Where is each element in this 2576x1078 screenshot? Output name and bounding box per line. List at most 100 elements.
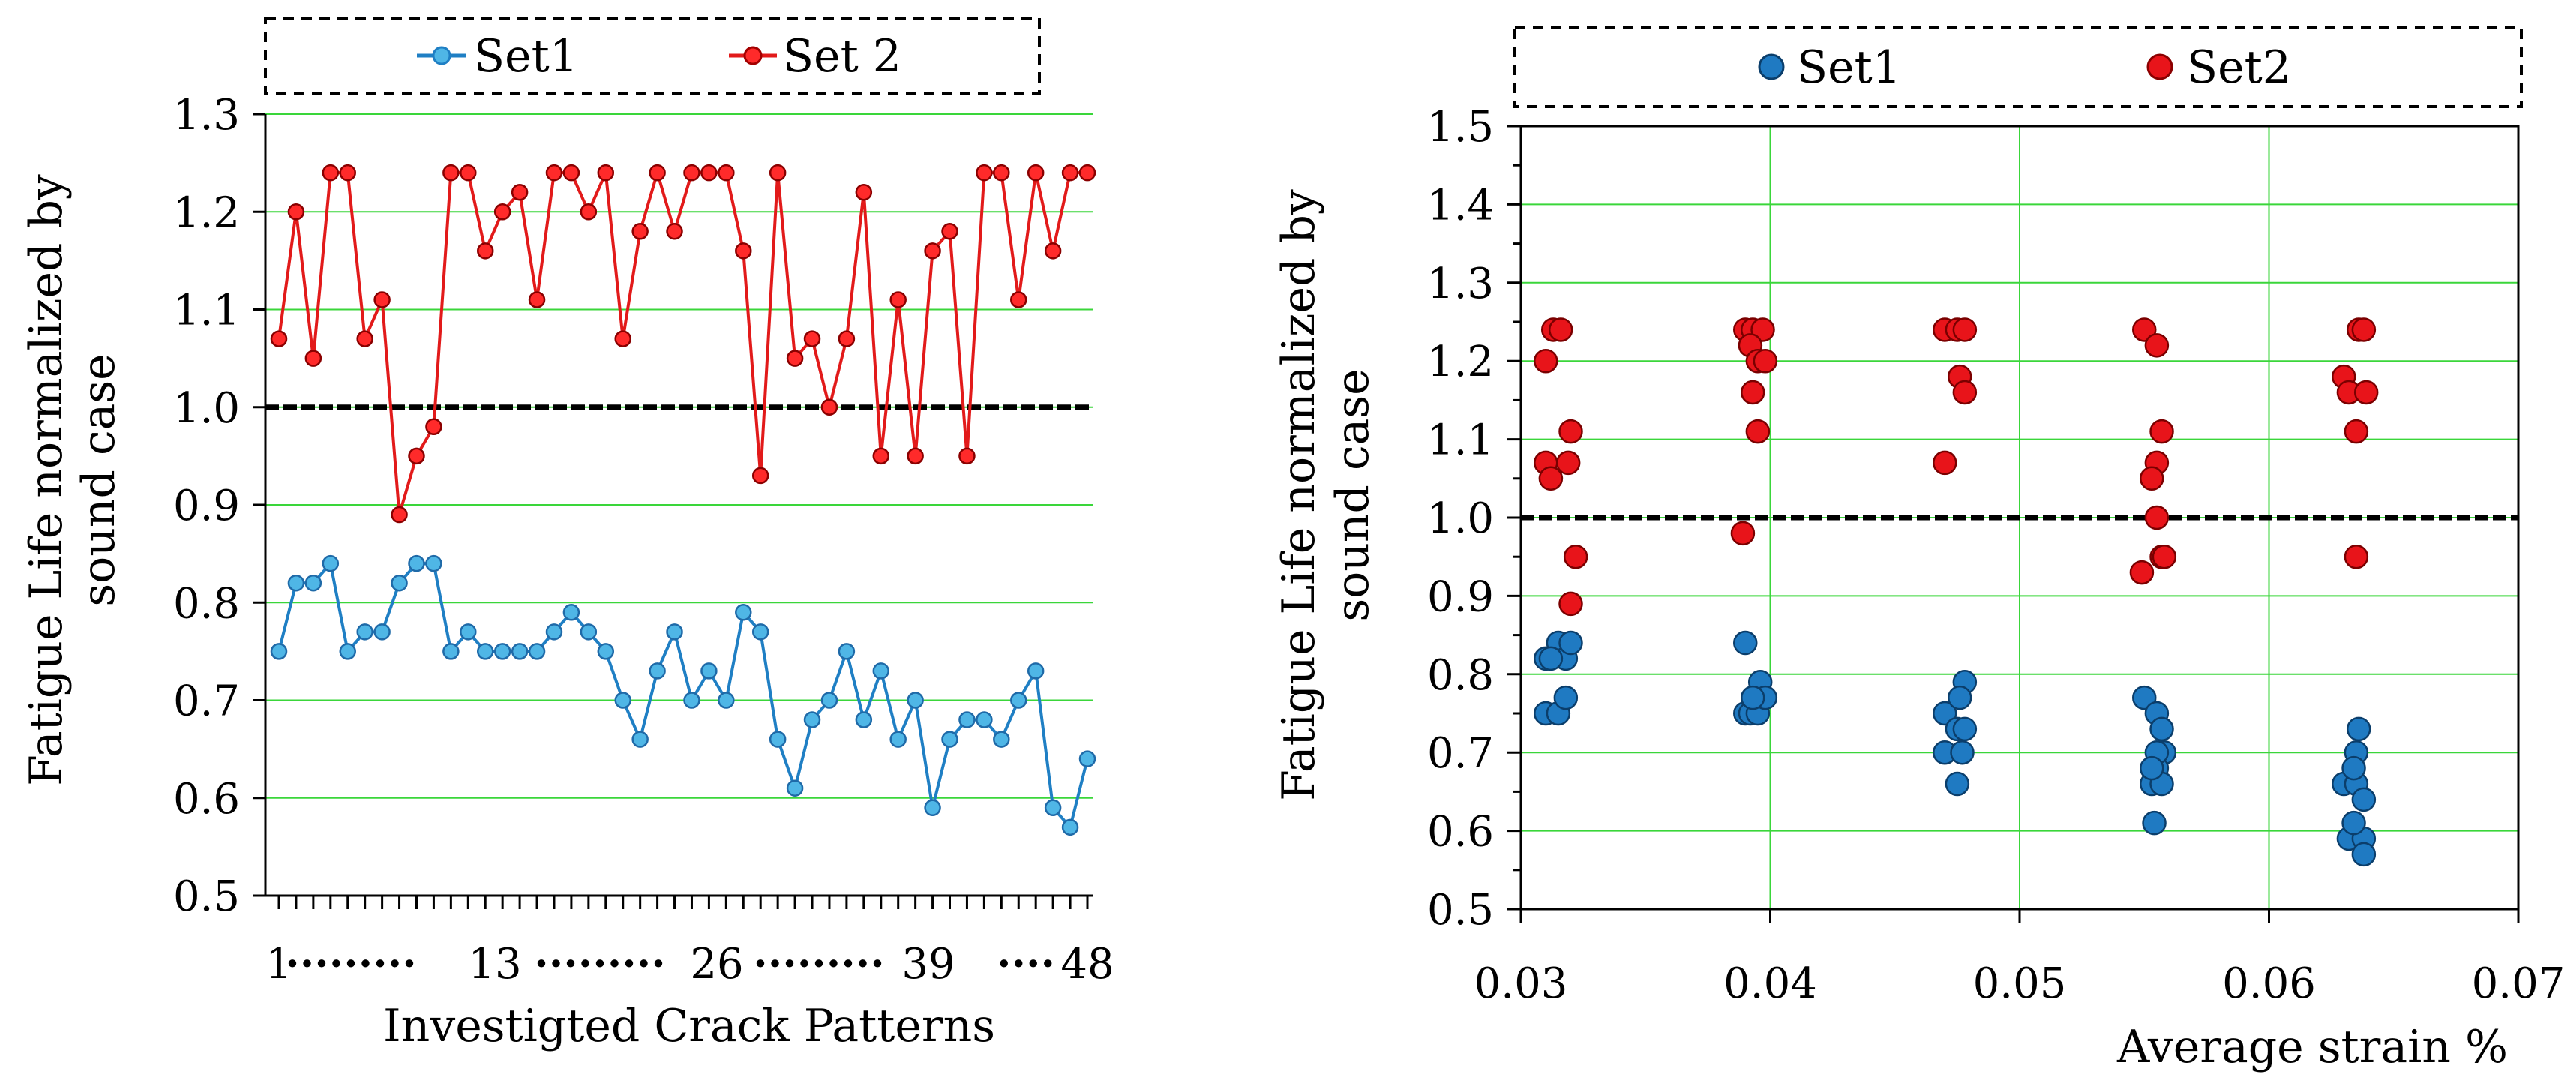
left-x-tick-label: 48 [1060,940,1114,989]
right-x-tick-label: 0.07 [2472,959,2566,1008]
right-point-set1 [1950,740,1975,765]
left-point-set2 [528,291,546,308]
left-point-set2 [631,223,649,240]
left-point-set1 [528,643,546,660]
legend-set2-label: Set 2 [783,30,901,83]
right-y-tick-label: 1.0 [1427,494,1494,543]
left-point-set1 [820,692,838,709]
left-point-set2 [304,350,322,367]
left-axes [253,113,1093,909]
left-y-tick-labels: 0.5 0.6 0.7 0.8 0.9 1.0 1.1 1.2 1.3 [173,91,240,921]
left-point-set2 [580,203,598,221]
right-point-set1 [1740,685,1765,710]
left-point-set1 [322,554,340,572]
left-point-set2 [838,330,856,347]
right-y-tick-label: 1.3 [1427,260,1494,308]
left-point-set2 [373,291,391,308]
right-x-tick-label: 0.04 [1723,959,1817,1008]
legend-set1-marker [432,46,451,65]
left-point-set1 [1044,799,1062,817]
left-point-set1 [993,731,1010,748]
left-point-set2 [614,330,631,347]
left-point-set2 [666,223,683,240]
left-point-set2 [270,330,288,347]
left-legend-box [264,17,1041,95]
left-point-set2 [941,223,958,240]
left-y-axis-label-line2: sound case [73,353,125,606]
right-y-tick-label: 0.5 [1427,886,1494,935]
left-point-set1 [339,643,356,660]
right-y-tick-label: 1.2 [1427,338,1494,386]
right-point-set2 [1548,317,1573,342]
left-point-set1 [786,779,804,797]
left-point-set2 [958,447,976,465]
left-point-set1 [287,574,305,592]
right-point-set1 [2149,716,2174,742]
right-x-tick-labels: 0.03 0.04 0.05 0.06 0.07 [1474,959,2566,1008]
left-point-set2 [786,350,804,367]
left-point-set1 [476,643,494,660]
left-point-set1 [751,623,769,641]
right-point-set2 [2139,466,2164,491]
right-point-set1 [2351,842,2377,867]
left-y-axis-label-line1: Fatigue Life normalized by [20,174,73,786]
left-point-set2 [855,183,873,201]
right-point-set1 [2341,810,2366,836]
left-legend: Set1 Set 2 [417,30,901,83]
left-point-set2 [1010,291,1027,308]
left-point-set1 [597,643,615,660]
right-y-axis-label-line2: sound case [1327,368,1379,621]
right-legend: Set1 Set2 [1758,41,2291,94]
left-x-tick-labels: 1········· 13 ········· 26 ········· 39 ···· 48 [265,939,1114,989]
right-x-tick-label: 0.05 [1973,959,2067,1008]
left-point-set1 [460,623,477,641]
left-point-set1 [304,574,322,592]
right-y-axis-label-line1: Fatigue Life normalized by [1273,189,1325,801]
left-point-set2 [545,164,563,182]
left-series [270,164,1096,836]
right-point-set2 [2149,419,2174,444]
right-point-set2 [2344,544,2369,569]
left-point-set2 [493,203,511,221]
left-y-tick-label: 0.8 [173,579,240,628]
right-point-set1 [1947,685,1972,710]
right-point-set2 [1952,317,1978,342]
left-y-tick-label: 1.2 [173,188,240,237]
legend-set1-label: Set1 [1797,41,1901,94]
right-point-set1 [1538,646,1564,671]
left-point-set1 [958,711,976,728]
left-point-set2 [872,447,890,465]
legend-set2-marker [2146,53,2173,80]
right-point-set1 [2139,755,2164,781]
left-point-set1 [1078,750,1096,767]
left-point-set2 [442,164,460,182]
right-chart: Set1 Set2 0.5 0.6 0.7 0.8 0.9 1.0 1.1 1.2 1.3 1.4… [1273,26,2566,1073]
left-point-set1 [941,731,958,748]
right-series [1534,317,2379,867]
left-point-set1 [838,643,856,660]
legend-set2-marker [743,46,763,65]
left-point-set1 [924,799,941,817]
right-x-axis-label: Average strain % [2116,1021,2508,1073]
left-y-tick-label: 0.5 [173,872,240,921]
left-x-tick-ellipsis: ········· [285,939,416,989]
right-point-set2 [1933,450,1957,476]
left-point-set2 [820,398,838,416]
legend-set2-label: Set2 [2187,41,2291,94]
left-point-set2 [408,447,425,465]
left-point-set1 [631,731,649,748]
right-point-set2 [1952,380,1978,405]
left-point-set2 [1078,164,1096,182]
right-point-set2 [2353,380,2379,405]
left-point-set1 [735,604,752,621]
left-point-set1 [683,692,700,709]
left-point-set1 [580,623,598,641]
left-y-tick-label: 1.0 [173,384,240,433]
right-point-set1 [2351,787,2377,812]
left-point-set1 [855,711,873,728]
left-point-set2 [803,330,821,347]
left-point-set2 [425,418,442,436]
right-y-tick-label: 1.1 [1427,416,1494,465]
right-point-set2 [2129,560,2155,585]
